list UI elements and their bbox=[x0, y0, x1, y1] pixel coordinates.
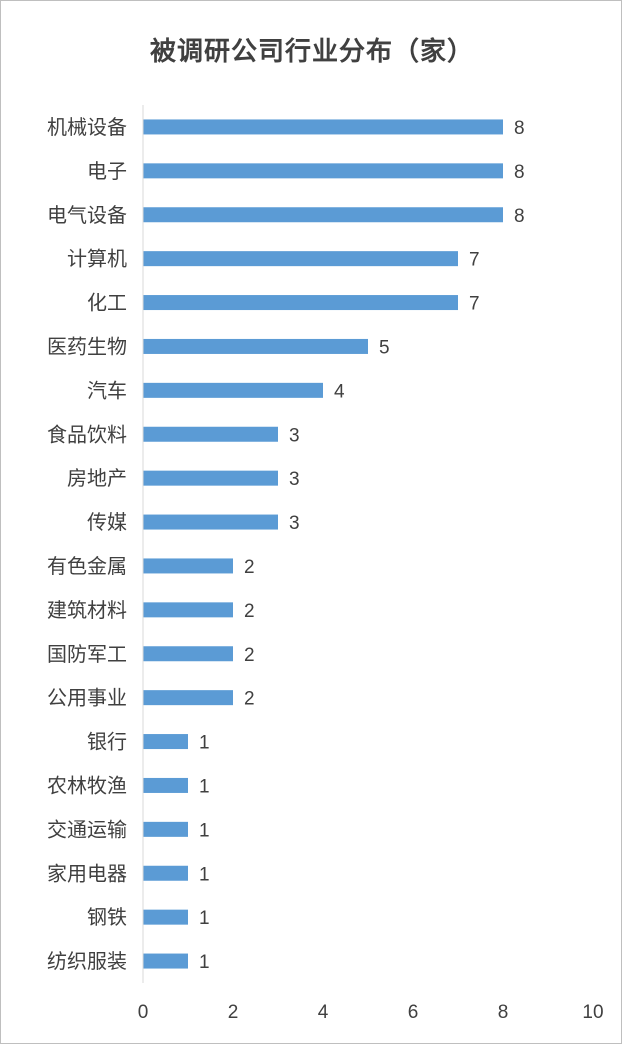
data-label: 2 bbox=[244, 645, 255, 666]
bar bbox=[143, 777, 188, 793]
data-label: 4 bbox=[334, 381, 345, 402]
bar bbox=[143, 514, 278, 530]
category-label: 汽车 bbox=[87, 378, 127, 402]
category-label: 化工 bbox=[87, 291, 127, 315]
category-label: 机械设备 bbox=[47, 115, 127, 139]
data-label: 3 bbox=[289, 469, 300, 490]
x-tick-label: 10 bbox=[582, 1002, 603, 1023]
category-label: 食品饮料 bbox=[47, 422, 127, 446]
bar bbox=[143, 602, 233, 618]
bar bbox=[143, 734, 188, 750]
bar bbox=[143, 865, 188, 881]
data-label: 3 bbox=[289, 513, 300, 534]
chart-title: 被调研公司行业分布（家） bbox=[149, 37, 474, 67]
category-label: 房地产 bbox=[67, 466, 127, 490]
bar bbox=[143, 119, 503, 135]
category-label: 建筑材料 bbox=[47, 598, 127, 622]
bar bbox=[143, 426, 278, 442]
x-tick-label: 6 bbox=[408, 1002, 419, 1023]
bar bbox=[143, 909, 188, 925]
data-label: 7 bbox=[469, 250, 480, 271]
bar bbox=[143, 690, 233, 706]
bar bbox=[143, 953, 188, 969]
bar bbox=[143, 821, 188, 837]
data-label: 8 bbox=[514, 118, 525, 139]
bar bbox=[143, 338, 368, 354]
data-label: 2 bbox=[244, 689, 255, 710]
category-label: 电气设备 bbox=[47, 203, 127, 227]
category-label: 银行 bbox=[87, 730, 127, 754]
data-label: 1 bbox=[199, 864, 210, 885]
x-tick-label: 4 bbox=[318, 1002, 329, 1023]
category-label: 纺织服装 bbox=[47, 949, 127, 973]
bar bbox=[143, 382, 323, 398]
data-label: 8 bbox=[514, 162, 525, 183]
category-label: 计算机 bbox=[67, 247, 127, 271]
data-label: 1 bbox=[199, 733, 210, 754]
category-label: 交通运输 bbox=[47, 817, 127, 841]
category-label: 电子 bbox=[87, 159, 127, 183]
data-label: 1 bbox=[199, 908, 210, 929]
data-label: 5 bbox=[379, 337, 390, 358]
category-label: 有色金属 bbox=[47, 554, 127, 578]
data-label: 1 bbox=[199, 952, 210, 973]
bar bbox=[143, 646, 233, 662]
bar bbox=[143, 558, 233, 574]
bar bbox=[143, 163, 503, 179]
bar bbox=[143, 295, 458, 311]
data-label: 3 bbox=[289, 425, 300, 446]
data-label: 2 bbox=[244, 601, 255, 622]
category-label: 农林牧渔 bbox=[47, 773, 127, 797]
category-label: 家用电器 bbox=[47, 861, 127, 885]
category-label: 公用事业 bbox=[47, 686, 127, 710]
data-label: 1 bbox=[199, 820, 210, 841]
bars-layer bbox=[143, 119, 503, 969]
data-label: 7 bbox=[469, 294, 480, 315]
category-label: 国防军工 bbox=[47, 642, 127, 666]
bar bbox=[143, 251, 458, 267]
data-label: 8 bbox=[514, 206, 525, 227]
x-tick-label: 8 bbox=[498, 1002, 509, 1023]
data-label: 2 bbox=[244, 557, 255, 578]
x-tick-label: 2 bbox=[228, 1002, 239, 1023]
labels-layer: 机械设备 8 电子 8 电气设备 8 计算机 7 化工 7 医药生物 5 汽车 4 食品饮料 3 房地产 3 传媒 3… bbox=[47, 115, 525, 973]
data-label: 1 bbox=[199, 776, 210, 797]
ticks-layer: 0 2 4 6 8 10 bbox=[138, 105, 604, 1023]
bar bbox=[143, 470, 278, 486]
x-tick-label: 0 bbox=[138, 1002, 149, 1023]
bar bbox=[143, 207, 503, 223]
category-label: 钢铁 bbox=[87, 905, 127, 929]
category-label: 医药生物 bbox=[47, 334, 127, 358]
category-label: 传媒 bbox=[87, 510, 127, 534]
